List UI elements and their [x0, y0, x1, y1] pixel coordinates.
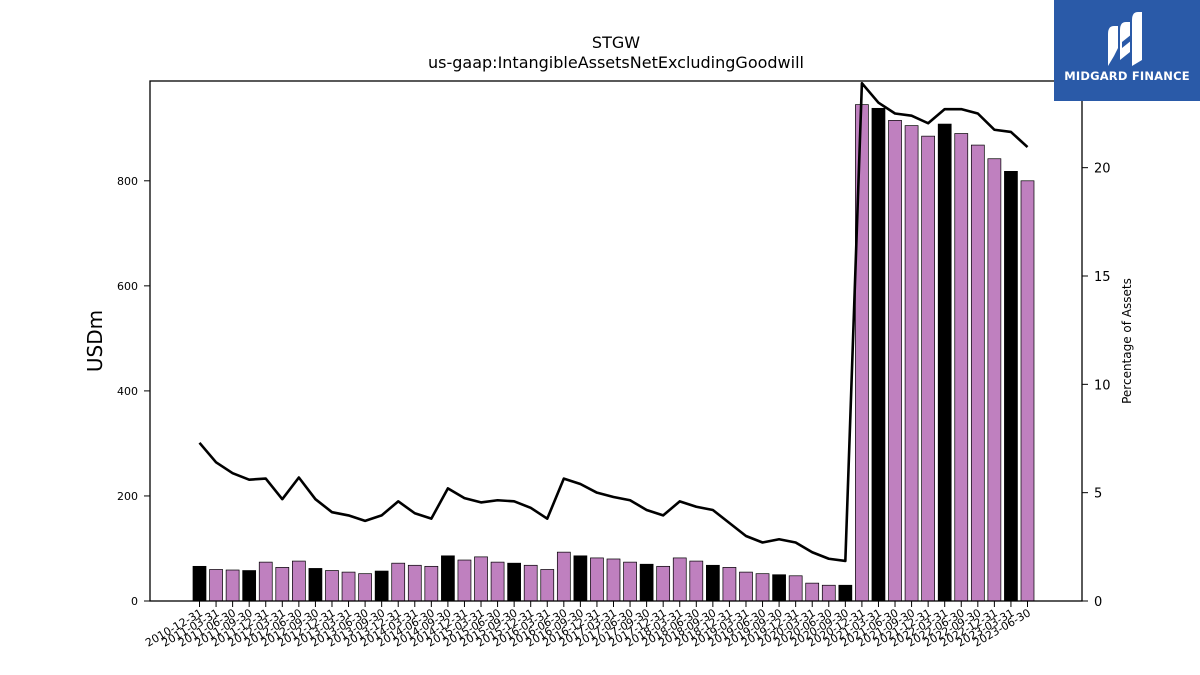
y-tick-label: 600 [117, 280, 138, 293]
bar [904, 125, 919, 602]
y2-tick-label: 0 [1094, 595, 1102, 610]
series-line [198, 81, 1029, 563]
bar [772, 574, 786, 602]
bar [888, 120, 902, 602]
bar [374, 570, 389, 602]
y2-axis-label: Percentage of Assets [1120, 278, 1134, 404]
y-axis-label: USDm [83, 310, 107, 372]
bar [689, 560, 704, 602]
bar [838, 584, 853, 602]
bar [292, 560, 306, 602]
bar [672, 557, 687, 602]
y-tick-label: 800 [117, 175, 138, 188]
bar [755, 573, 770, 602]
bar [275, 567, 290, 602]
bar [540, 569, 555, 602]
y2-tick-label: 15 [1094, 270, 1111, 285]
bar [722, 567, 737, 602]
y2-tick-label: 5 [1094, 487, 1102, 502]
bar [358, 573, 372, 602]
y2-tick-label: 10 [1094, 378, 1111, 393]
bar [441, 555, 455, 602]
bar [192, 565, 207, 602]
chart-subtitle: us-gaap:IntangibleAssetsNetExcludingGood… [428, 53, 804, 72]
bar [639, 563, 654, 602]
bar [457, 559, 472, 602]
bar [209, 569, 223, 602]
bar [424, 565, 439, 602]
bar [308, 568, 323, 602]
bar [573, 555, 588, 602]
bar [507, 562, 521, 602]
bar [987, 158, 1002, 602]
y-tick-label: 200 [117, 490, 138, 503]
bar [225, 569, 240, 602]
bar [258, 561, 273, 602]
plot-frame [149, 80, 1083, 602]
bar [590, 557, 604, 602]
bar [656, 565, 671, 602]
y-tick-label: 0 [131, 595, 138, 608]
bar [871, 107, 886, 602]
bar [788, 575, 803, 602]
bar [623, 561, 637, 602]
logo-text: MIDGARD FINANCE [1064, 69, 1190, 83]
bar [706, 564, 720, 602]
bar [954, 133, 969, 602]
bar [937, 123, 952, 602]
bar [474, 556, 488, 602]
midgard-logo-icon [1108, 12, 1142, 66]
bar [341, 571, 356, 602]
bar [1004, 170, 1018, 602]
bar [407, 564, 422, 602]
bar [821, 584, 836, 602]
bar [921, 135, 935, 602]
bar [242, 570, 257, 602]
brand-logo: MIDGARD FINANCE [1054, 0, 1200, 101]
bar [970, 144, 985, 602]
bar [805, 582, 820, 602]
chart-title: STGW [592, 33, 640, 52]
y2-tick-label: 20 [1094, 162, 1111, 177]
bar [523, 564, 538, 602]
bar [556, 551, 571, 602]
bar [391, 562, 406, 602]
bar [325, 570, 339, 602]
bar [490, 561, 505, 602]
y-tick-label: 400 [117, 385, 138, 398]
bar [739, 571, 753, 602]
bar [1020, 180, 1035, 602]
bar [606, 558, 621, 602]
